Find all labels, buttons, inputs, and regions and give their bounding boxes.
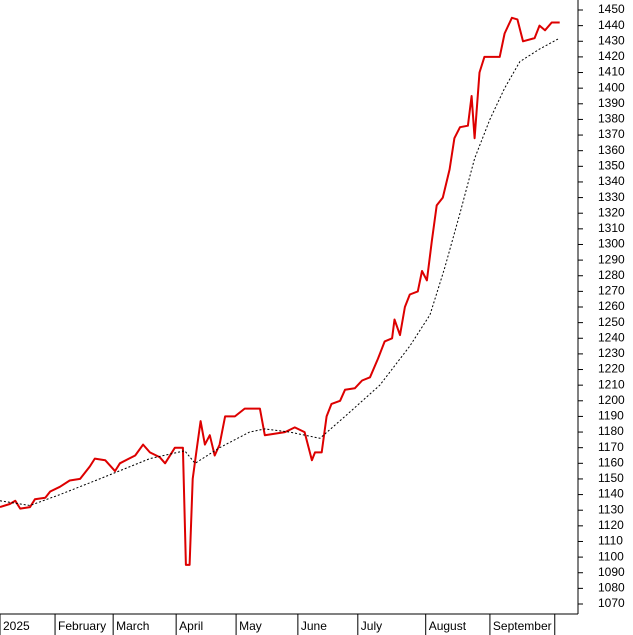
y-tick-label: 1440 bbox=[598, 18, 625, 32]
y-tick-label: 1160 bbox=[598, 455, 624, 469]
y-tick-label: 1290 bbox=[598, 252, 625, 266]
y-tick-label: 1130 bbox=[598, 502, 624, 516]
y-tick-label: 1090 bbox=[598, 565, 625, 579]
x-tick-label: March bbox=[116, 619, 149, 633]
y-tick-label: 1370 bbox=[598, 127, 625, 141]
y-tick-label: 1390 bbox=[598, 96, 625, 110]
y-tick-label: 1070 bbox=[598, 596, 625, 610]
y-tick-label: 1240 bbox=[598, 330, 625, 344]
x-tick-label: April bbox=[179, 619, 203, 633]
y-tick-label: 1220 bbox=[598, 362, 625, 376]
y-tick-label: 1430 bbox=[598, 33, 625, 47]
x-tick-label: May bbox=[239, 619, 262, 633]
y-tick-label: 1320 bbox=[598, 205, 625, 219]
y-tick-label: 1450 bbox=[598, 2, 625, 16]
y-tick-label: 1140 bbox=[598, 487, 624, 501]
x-tick-label: June bbox=[301, 619, 327, 633]
y-tick-label: 1100 bbox=[598, 549, 624, 563]
price-line bbox=[0, 37, 560, 506]
y-tick-label: 1250 bbox=[598, 315, 625, 329]
y-tick-label: 1180 bbox=[598, 424, 624, 438]
y-tick-label: 1190 bbox=[598, 409, 624, 423]
y-tick-label: 1310 bbox=[598, 221, 625, 235]
x-tick-label: September bbox=[493, 619, 552, 633]
x-tick-label: 2025 bbox=[3, 619, 30, 633]
y-tick-label: 1080 bbox=[598, 581, 625, 595]
y-tick-label: 1260 bbox=[598, 299, 625, 313]
y-tick-label: 1120 bbox=[598, 518, 624, 532]
x-tick-label: August bbox=[429, 619, 467, 633]
y-tick-label: 1420 bbox=[598, 49, 625, 63]
y-tick-label: 1330 bbox=[598, 190, 625, 204]
y-tick-label: 1200 bbox=[598, 393, 625, 407]
x-tick-label: February bbox=[58, 619, 106, 633]
y-tick-label: 1300 bbox=[598, 237, 625, 251]
y-tick-label: 1110 bbox=[598, 534, 623, 548]
price-line bbox=[0, 16, 560, 566]
y-tick-label: 1270 bbox=[598, 284, 625, 298]
y-tick-label: 1350 bbox=[598, 158, 625, 172]
y-tick-label: 1150 bbox=[598, 471, 624, 485]
y-tick-label: 1400 bbox=[598, 80, 625, 94]
y-tick-label: 1360 bbox=[598, 143, 625, 157]
y-tick-label: 1210 bbox=[598, 377, 625, 391]
y-tick-label: 1380 bbox=[598, 112, 625, 126]
y-tick-label: 1410 bbox=[598, 65, 625, 79]
y-tick-label: 1280 bbox=[598, 268, 625, 282]
y-tick-label: 1230 bbox=[598, 346, 625, 360]
x-tick-label: July bbox=[361, 619, 382, 633]
y-tick-label: 1170 bbox=[598, 440, 624, 454]
y-tick-label: 1340 bbox=[598, 174, 625, 188]
